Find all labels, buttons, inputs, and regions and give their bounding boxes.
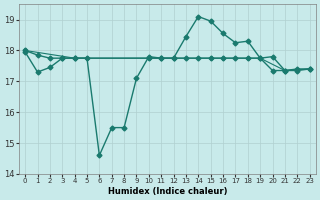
X-axis label: Humidex (Indice chaleur): Humidex (Indice chaleur) [108, 187, 227, 196]
